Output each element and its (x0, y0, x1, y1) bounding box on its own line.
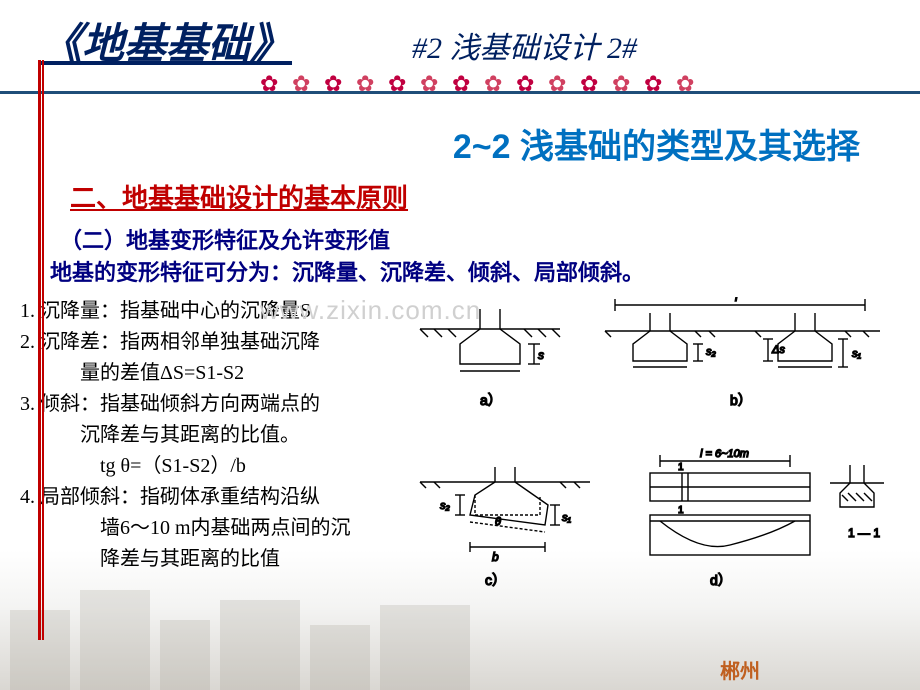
main-title: 《地基基础》 (40, 10, 292, 71)
svg-text:l: l (735, 297, 738, 304)
list-item: 降差与其距离的比值 (20, 545, 402, 574)
list-item: 4. 局部倾斜：指砌体承重结构沿纵 (20, 483, 402, 512)
footer-text: 郴州 (720, 655, 760, 684)
svg-text:s₁: s₁ (562, 512, 572, 524)
paragraph-1: （二）地基变形特征及允许变形值 (0, 221, 920, 255)
label-d: d） (710, 572, 732, 588)
list-item: 3. 倾斜：指基础倾斜方向两端点的 (20, 390, 402, 419)
section-label: 1 — 1 (848, 526, 880, 540)
svg-text:s₁: s₁ (852, 348, 862, 360)
list-item: 沉降差与其距离的比值。 (20, 421, 402, 450)
subtitle: 二、地基基础设计的基本原则 (0, 172, 920, 221)
definitions-list: 1. 沉降量：指基础中心的沉降量S 2. 沉降差：指两相邻单独基础沉降 量的差值… (20, 297, 410, 617)
svg-text:s₂: s₂ (706, 346, 717, 358)
label-b: b） (730, 392, 752, 408)
dim-s: s (538, 348, 544, 362)
vertical-red-line (38, 60, 41, 640)
list-item: tg θ=（S1-S2）/b (20, 452, 402, 481)
svg-text:s₂: s₂ (440, 500, 451, 512)
list-item: 墙6～10 m内基础两点间的沉 (20, 514, 402, 543)
paragraph-2: 地基的变形特征可分为：沉降量、沉降差、倾斜、局部倾斜。 (0, 255, 920, 293)
svg-text:θ: θ (495, 516, 501, 528)
label-c: c） (485, 572, 506, 588)
flower-decoration (260, 71, 700, 95)
list-item: 量的差值ΔS=S1-S2 (20, 359, 402, 388)
diagrams: s a） l (410, 297, 910, 617)
vertical-red-line-2 (42, 60, 44, 640)
svg-text:l = 6~10m: l = 6~10m (700, 448, 749, 460)
label-a: a） (480, 392, 502, 408)
list-item: 2. 沉降差：指两相邻单独基础沉降 (20, 328, 402, 357)
svg-text:1: 1 (678, 462, 684, 473)
chapter-label: #2 浅基础设计 2# (412, 23, 637, 67)
section-title: 2~2 浅基础的类型及其选择 (0, 111, 920, 172)
divider (0, 76, 920, 106)
svg-text:b: b (492, 550, 499, 564)
svg-text:Δs: Δs (771, 344, 785, 356)
